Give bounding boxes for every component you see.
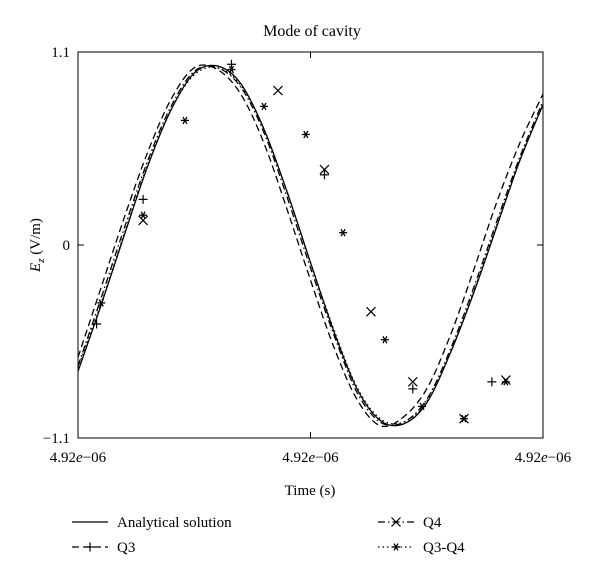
cross-marker bbox=[407, 376, 418, 387]
y-tick-label: −1.1 bbox=[43, 431, 70, 447]
legend-item: Q4 bbox=[378, 515, 442, 531]
y-axis-label-subscript: z bbox=[35, 258, 47, 264]
series-analytical-solution bbox=[77, 64, 544, 427]
series-line bbox=[77, 64, 544, 428]
legend-item: Analytical solution bbox=[72, 515, 232, 531]
asterisk-marker bbox=[340, 228, 346, 237]
x-tick-label: 4.92e−06 bbox=[50, 450, 107, 466]
legend-item: Q3-Q4 bbox=[378, 540, 465, 556]
legend-label: Q3 bbox=[117, 540, 135, 556]
x-tick-label: 4.92e−06 bbox=[515, 450, 572, 466]
series-line bbox=[77, 64, 544, 427]
x-tick-label-mantissa: 4.92 bbox=[282, 450, 308, 466]
y-axis-label-symbol: E bbox=[28, 263, 44, 273]
asterisk-marker bbox=[98, 299, 104, 307]
asterisk-marker bbox=[503, 378, 509, 386]
series-q4 bbox=[77, 65, 544, 427]
chart-title: Mode of cavity bbox=[263, 23, 361, 40]
cross-marker bbox=[391, 517, 401, 527]
asterisk-marker bbox=[393, 543, 399, 551]
asterisk-marker bbox=[419, 402, 425, 411]
cross-marker bbox=[273, 85, 283, 96]
x-tick-label-mantissa: 4.92 bbox=[515, 450, 541, 466]
x-tick-label-exponent: −06 bbox=[83, 450, 107, 466]
cross-marker bbox=[500, 375, 511, 386]
series-q3 bbox=[77, 59, 544, 428]
x-tick-label: 4.92e−06 bbox=[282, 450, 339, 466]
y-tick-label: 0 bbox=[63, 238, 71, 254]
asterisk-marker bbox=[228, 65, 235, 74]
x-tick-label-mantissa: 4.92 bbox=[50, 450, 76, 466]
series-q3-q4 bbox=[77, 65, 544, 425]
legend-label: Analytical solution bbox=[117, 515, 232, 531]
legend-item: Q3 bbox=[72, 540, 135, 556]
x-tick-label-e: e bbox=[76, 450, 83, 466]
cross-marker bbox=[366, 306, 376, 317]
y-tick-labels: −1.1 0 1.1 bbox=[43, 45, 70, 447]
x-tick-label-e: e bbox=[541, 450, 548, 466]
asterisk-marker bbox=[382, 335, 388, 344]
series-line bbox=[77, 66, 544, 425]
x-tick-label-exponent: −06 bbox=[548, 450, 572, 466]
asterisk-marker bbox=[461, 414, 467, 423]
legend-label: Q3-Q4 bbox=[423, 540, 465, 556]
x-axis-label: Time (s) bbox=[285, 483, 336, 499]
asterisk-marker bbox=[261, 102, 267, 111]
legend: Analytical solution Q3 Q4 Q3-Q4 bbox=[72, 515, 465, 556]
y-axis-label: Ez (V/m) bbox=[28, 218, 47, 273]
asterisk-marker bbox=[303, 130, 309, 139]
legend-label: Q4 bbox=[423, 515, 442, 531]
axis-ticks bbox=[77, 51, 544, 439]
x-tick-labels: 4.92e−06 4.92e−06 4.92e−06 bbox=[50, 450, 572, 466]
cross-marker bbox=[138, 215, 149, 226]
asterisk-marker bbox=[182, 116, 188, 125]
series-line bbox=[77, 65, 544, 427]
x-tick-label-exponent: −06 bbox=[315, 450, 339, 466]
series-layer bbox=[77, 59, 544, 428]
cross-marker bbox=[319, 164, 330, 175]
plot-frame bbox=[77, 51, 544, 439]
y-axis-label-unit: (V/m) bbox=[28, 218, 44, 258]
x-tick-label-e: e bbox=[309, 450, 316, 466]
y-tick-label: 1.1 bbox=[51, 45, 70, 61]
asterisk-marker bbox=[140, 211, 146, 219]
